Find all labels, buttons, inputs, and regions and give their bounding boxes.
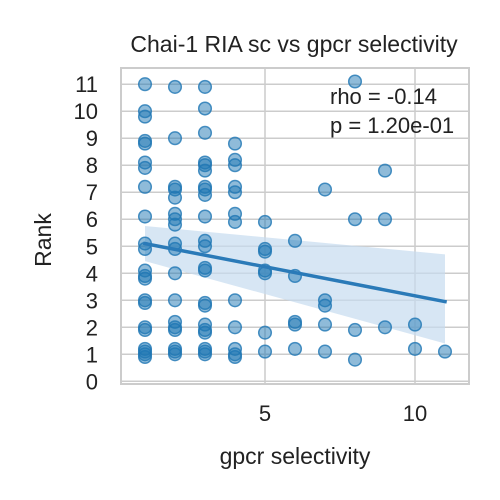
data-point	[257, 344, 273, 359]
y-tick-label: 0	[86, 369, 98, 394]
x-axis-label: gpcr selectivity	[220, 443, 371, 469]
data-point	[137, 271, 153, 286]
regression-line	[142, 241, 448, 304]
confidence-band	[145, 226, 445, 344]
data-point	[197, 125, 213, 140]
p-value-annotation: p = 1.20e-01	[330, 113, 454, 138]
y-tick-label: 10	[74, 99, 98, 124]
data-point	[167, 293, 183, 308]
data-point	[197, 209, 213, 224]
data-point	[377, 212, 393, 227]
data-point	[257, 214, 273, 229]
data-point	[197, 325, 213, 340]
data-point	[347, 212, 363, 227]
data-point	[317, 344, 333, 359]
data-point	[137, 349, 153, 365]
points-layer	[137, 74, 453, 367]
y-tick-label: 1	[86, 342, 98, 367]
data-point	[167, 347, 183, 362]
data-point	[287, 233, 303, 248]
data-point	[197, 79, 213, 94]
y-tick-label: 8	[86, 153, 98, 178]
y-tick-label: 3	[86, 288, 98, 313]
data-point	[377, 320, 393, 335]
data-point	[317, 182, 333, 197]
data-point	[137, 322, 153, 338]
data-point	[227, 185, 243, 200]
data-point	[197, 298, 213, 313]
y-tick-label: 6	[86, 207, 98, 232]
data-point	[227, 320, 243, 335]
data-point	[167, 217, 183, 232]
data-point	[347, 74, 363, 89]
x-tick-label: 5	[259, 401, 271, 426]
data-point	[227, 136, 243, 151]
data-point	[317, 317, 333, 332]
data-point	[227, 293, 243, 308]
data-point	[137, 209, 153, 224]
y-tick-label: 4	[86, 261, 98, 286]
data-point	[137, 136, 153, 151]
data-point	[287, 317, 303, 332]
y-axis-label: Rank	[30, 213, 56, 267]
y-tick-label: 5	[86, 234, 98, 259]
y-tick-label: 7	[86, 180, 98, 205]
data-point	[197, 187, 213, 202]
confidence-band-layer	[145, 226, 445, 344]
x-tick-labels: 5 10	[259, 401, 427, 426]
data-point	[137, 179, 153, 194]
data-point	[197, 347, 213, 362]
data-point	[167, 266, 183, 281]
data-point	[167, 190, 183, 205]
rho-annotation: rho = -0.14	[330, 84, 437, 109]
y-tick-label: 11	[75, 72, 98, 97]
y-tick-label: 2	[86, 315, 98, 340]
data-point	[167, 131, 183, 146]
data-point	[407, 341, 423, 356]
data-point	[167, 79, 183, 94]
data-point	[167, 322, 183, 338]
data-point	[137, 295, 153, 311]
data-point	[137, 77, 153, 92]
data-point	[197, 239, 213, 254]
data-point	[227, 214, 243, 229]
data-point	[347, 352, 363, 367]
data-point	[257, 325, 273, 340]
plot-frame	[120, 67, 470, 385]
x-tick-label: 10	[403, 401, 427, 426]
data-point	[227, 158, 243, 173]
data-point	[347, 322, 363, 338]
y-tick-label: 9	[86, 126, 98, 151]
data-point	[197, 101, 213, 116]
data-point	[377, 163, 393, 178]
regression-line-layer	[142, 241, 448, 304]
data-point	[437, 344, 453, 359]
data-point	[137, 109, 153, 124]
data-point	[137, 160, 153, 175]
data-point	[197, 163, 213, 178]
data-point	[257, 244, 273, 259]
data-point	[287, 341, 303, 356]
chart-title: Chai-1 RIA sc vs gpcr selectivity	[130, 31, 458, 57]
data-point	[407, 317, 423, 332]
data-point	[317, 298, 333, 313]
data-point	[197, 263, 213, 278]
data-point	[227, 349, 243, 365]
